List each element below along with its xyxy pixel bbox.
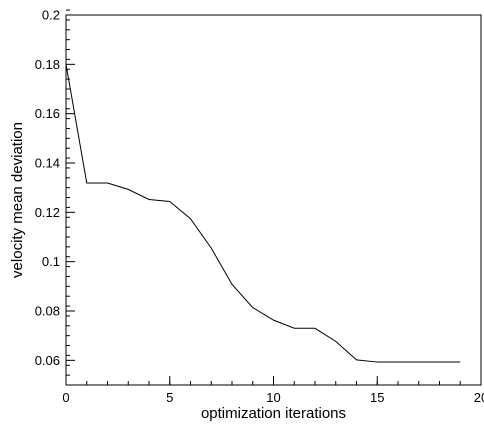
y-tick-label: 0.06 xyxy=(35,353,60,368)
plot-frame xyxy=(65,14,482,386)
y-tick-label: 0.16 xyxy=(35,106,60,121)
x-axis-title: optimization iterations xyxy=(201,405,346,422)
series-line xyxy=(65,64,461,363)
y-tick-label: 0.14 xyxy=(35,156,60,171)
y-tick-label: 0.18 xyxy=(35,57,60,72)
series-layer xyxy=(65,64,461,363)
x-tick-label: 15 xyxy=(370,390,384,405)
y-tick-label: 0.08 xyxy=(35,304,60,319)
x-axis: 0 5 10 15 20 xyxy=(62,376,484,405)
y-tick-label: 0.1 xyxy=(42,254,60,269)
y-tick-label: 0.12 xyxy=(35,205,60,220)
y-axis: 0.06 0.08 0.1 0.12 0.14 0.16 0.18 0.2 xyxy=(35,8,75,386)
x-tick-label: 20 xyxy=(474,390,484,405)
x-tick-label: 0 xyxy=(62,390,69,405)
y-tick-label: 0.2 xyxy=(42,8,60,23)
x-tick-label: 5 xyxy=(166,390,173,405)
plot-border xyxy=(65,14,482,386)
x-tick-label: 10 xyxy=(266,390,280,405)
y-axis-title: velocity mean deviation xyxy=(9,122,26,278)
